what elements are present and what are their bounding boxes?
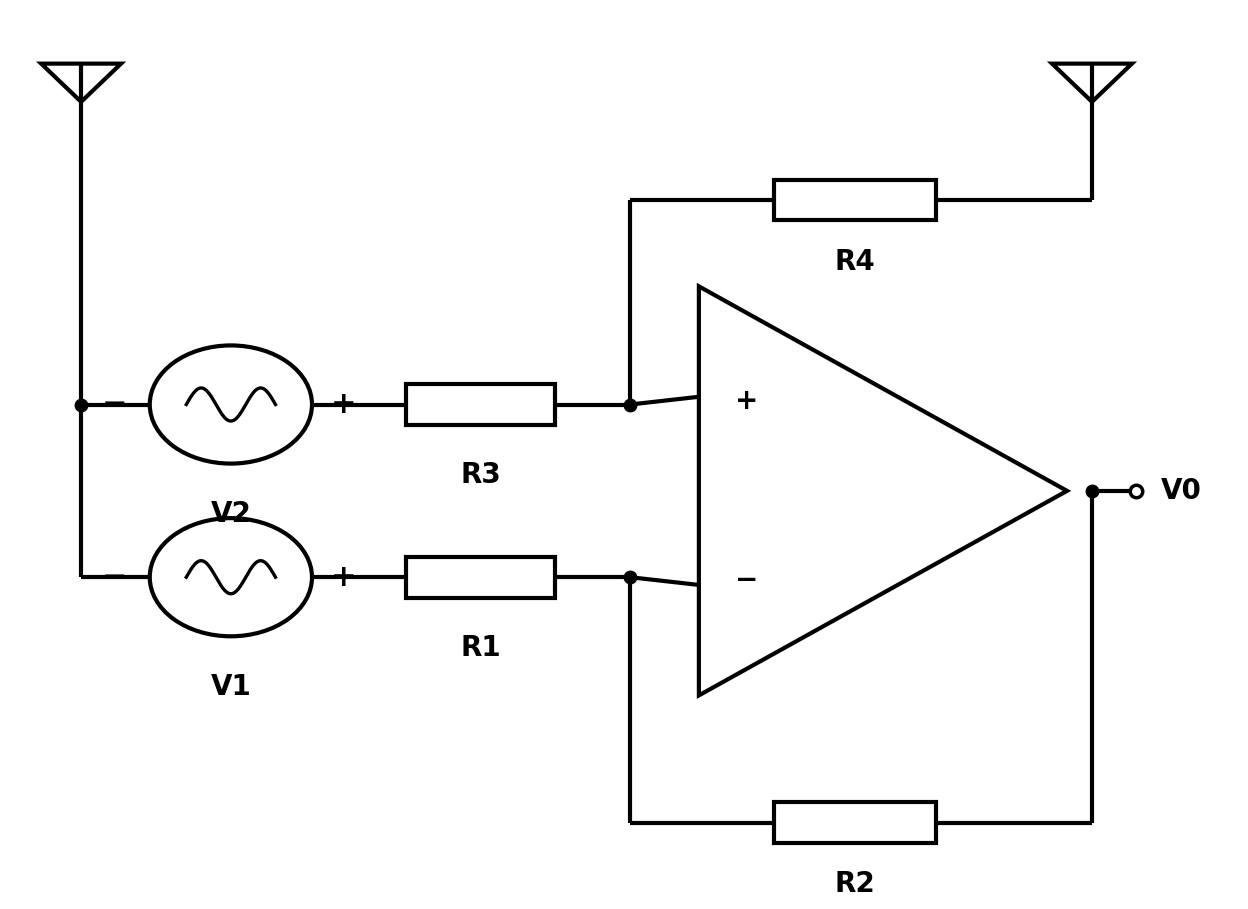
Text: V2: V2 (211, 500, 251, 528)
Bar (406, 556, 555, 598)
Text: +: + (331, 563, 356, 592)
Text: R4: R4 (835, 248, 875, 275)
Text: V0: V0 (1161, 477, 1202, 504)
Text: R3: R3 (461, 461, 500, 489)
Bar (774, 179, 936, 220)
Text: +: + (331, 390, 356, 419)
Text: −: − (102, 390, 127, 419)
Text: −: − (102, 563, 127, 592)
Text: +: + (735, 387, 758, 415)
Text: −: − (735, 566, 758, 594)
Text: V1: V1 (211, 673, 251, 701)
Text: R2: R2 (835, 871, 875, 898)
Text: R1: R1 (461, 634, 500, 662)
Bar (774, 803, 936, 844)
Bar (406, 384, 555, 425)
